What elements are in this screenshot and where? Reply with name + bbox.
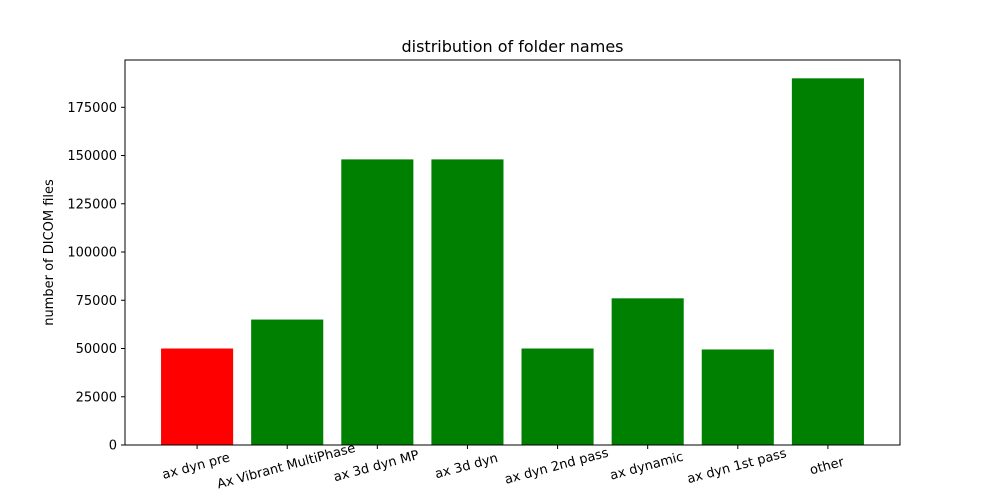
plot-area-frame (124, 59, 901, 446)
bar-ax-dyn-2nd-pass (521, 348, 594, 445)
y-tick-label: 175000 (67, 101, 117, 116)
y-axis-ticks: 0 25000 50000 75000 100000 125000 150000 175000 (67, 101, 125, 454)
bar-ax-3d-dyn (431, 159, 504, 445)
y-tick-label: 125000 (67, 197, 117, 212)
bar-ax-vibrant-multiphase (251, 319, 324, 445)
y-tick-label: 25000 (76, 390, 117, 405)
bars-group (161, 78, 864, 445)
y-tick-label: 100000 (67, 246, 117, 261)
y-tick-label: 75000 (76, 294, 117, 309)
y-axis-label: number of DICOM files (42, 179, 57, 326)
bar-ax-dyn-1st-pass (701, 349, 774, 445)
bar-other (791, 78, 864, 445)
y-tick-label: 0 (109, 439, 117, 454)
bar-ax-3d-dyn-mp (341, 159, 414, 445)
bar-ax-dynamic (611, 298, 684, 445)
y-tick-label: 50000 (76, 342, 117, 357)
bar-ax-dyn-pre (161, 348, 234, 445)
chart-title: distribution of folder names (401, 37, 623, 56)
y-tick-label: 150000 (67, 149, 117, 164)
